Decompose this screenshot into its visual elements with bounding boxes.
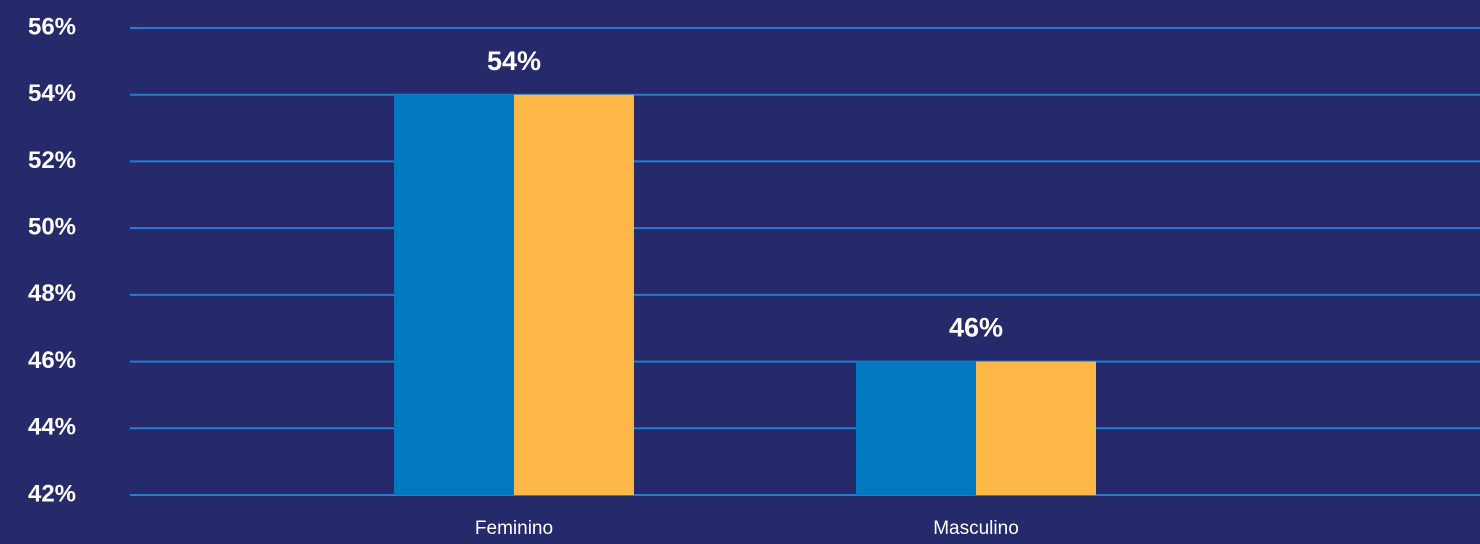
y-tick-label: 50% xyxy=(28,213,76,240)
y-tick-label: 42% xyxy=(28,480,76,507)
data-label: 46% xyxy=(949,313,1003,343)
x-tick-label: Feminino xyxy=(475,518,553,539)
y-tick-label: 56% xyxy=(28,13,76,40)
y-tick-label: 54% xyxy=(28,80,76,107)
bar xyxy=(514,94,634,495)
x-tick-label: Masculino xyxy=(933,518,1019,539)
bar xyxy=(394,94,514,495)
bar xyxy=(856,361,976,495)
y-tick-label: 48% xyxy=(28,280,76,307)
bar xyxy=(976,361,1096,495)
y-tick-label: 46% xyxy=(28,347,76,374)
y-tick-label: 44% xyxy=(28,414,76,441)
y-tick-label: 52% xyxy=(28,147,76,174)
data-label: 54% xyxy=(487,46,541,76)
